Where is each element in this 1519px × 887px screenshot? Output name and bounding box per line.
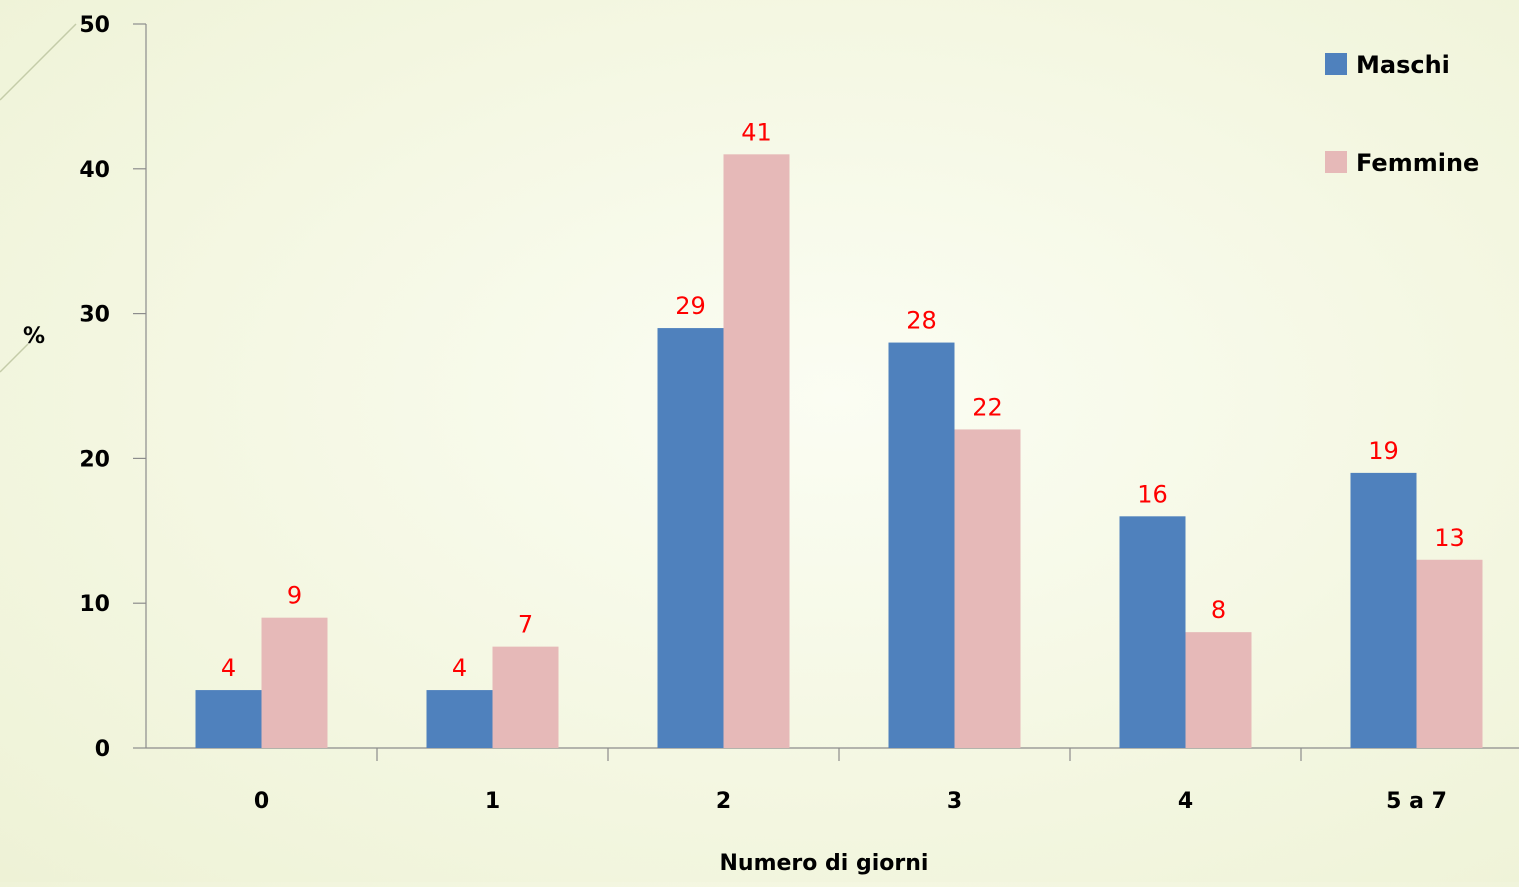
x-tick-label: 3	[947, 789, 962, 814]
data-label: 16	[1137, 480, 1168, 508]
y-axis-title: %	[23, 324, 45, 349]
x-tick-label: 0	[254, 789, 269, 814]
bar-femmine-0	[261, 617, 328, 748]
bar-maschi-5	[1350, 472, 1417, 748]
legend-swatch-femmine	[1325, 151, 1347, 173]
y-tick-label: 10	[79, 592, 110, 617]
y-tick-label: 40	[79, 158, 110, 183]
legend-label: Femmine	[1356, 149, 1479, 177]
x-tick-label: 4	[1178, 789, 1193, 814]
bar-femmine-4	[1185, 632, 1252, 748]
data-label: 4	[452, 654, 467, 682]
x-axis-title: Numero di giorni	[720, 851, 929, 876]
bar-maschi-3	[888, 342, 955, 748]
bar-maschi-4	[1119, 516, 1186, 748]
data-label: 8	[1211, 596, 1226, 624]
y-tick-label: 50	[79, 13, 110, 38]
y-tick-label: 0	[95, 737, 110, 762]
bar-maschi-0	[195, 690, 262, 748]
bars	[195, 154, 1483, 748]
data-labels: 4 4 29 28 16 19 9 7 41 22 8 13	[221, 118, 1465, 682]
data-label: 4	[221, 654, 236, 682]
data-label: 9	[287, 582, 302, 610]
bar-maschi-1	[426, 690, 493, 748]
x-tick-label: 5 a 7	[1386, 789, 1447, 814]
decorative-line	[0, 343, 29, 373]
data-label: 41	[741, 118, 772, 146]
axes: 0 10 20 30 40 50 0 1 2 3 4 5 a 7	[79, 13, 1519, 814]
bar-femmine-3	[954, 429, 1021, 748]
decorative-line	[0, 23, 77, 101]
x-tick-label: 1	[485, 789, 500, 814]
y-tick-label: 20	[79, 447, 110, 472]
bar-femmine-5	[1416, 559, 1483, 748]
bar-femmine-1	[492, 646, 559, 748]
legend-label: Maschi	[1356, 51, 1450, 79]
background-decoration	[0, 23, 77, 373]
data-label: 13	[1434, 524, 1465, 552]
data-label: 19	[1368, 437, 1399, 465]
bar-maschi-2	[657, 328, 724, 748]
x-tick-label: 2	[716, 789, 731, 814]
legend: Maschi Femmine	[1325, 51, 1479, 177]
data-label: 7	[518, 611, 533, 639]
bar-femmine-2	[723, 154, 790, 748]
data-label: 22	[972, 393, 1003, 421]
y-tick-label: 30	[79, 303, 110, 328]
data-label: 29	[675, 292, 706, 320]
data-label: 28	[906, 307, 937, 335]
legend-swatch-maschi	[1325, 53, 1347, 75]
